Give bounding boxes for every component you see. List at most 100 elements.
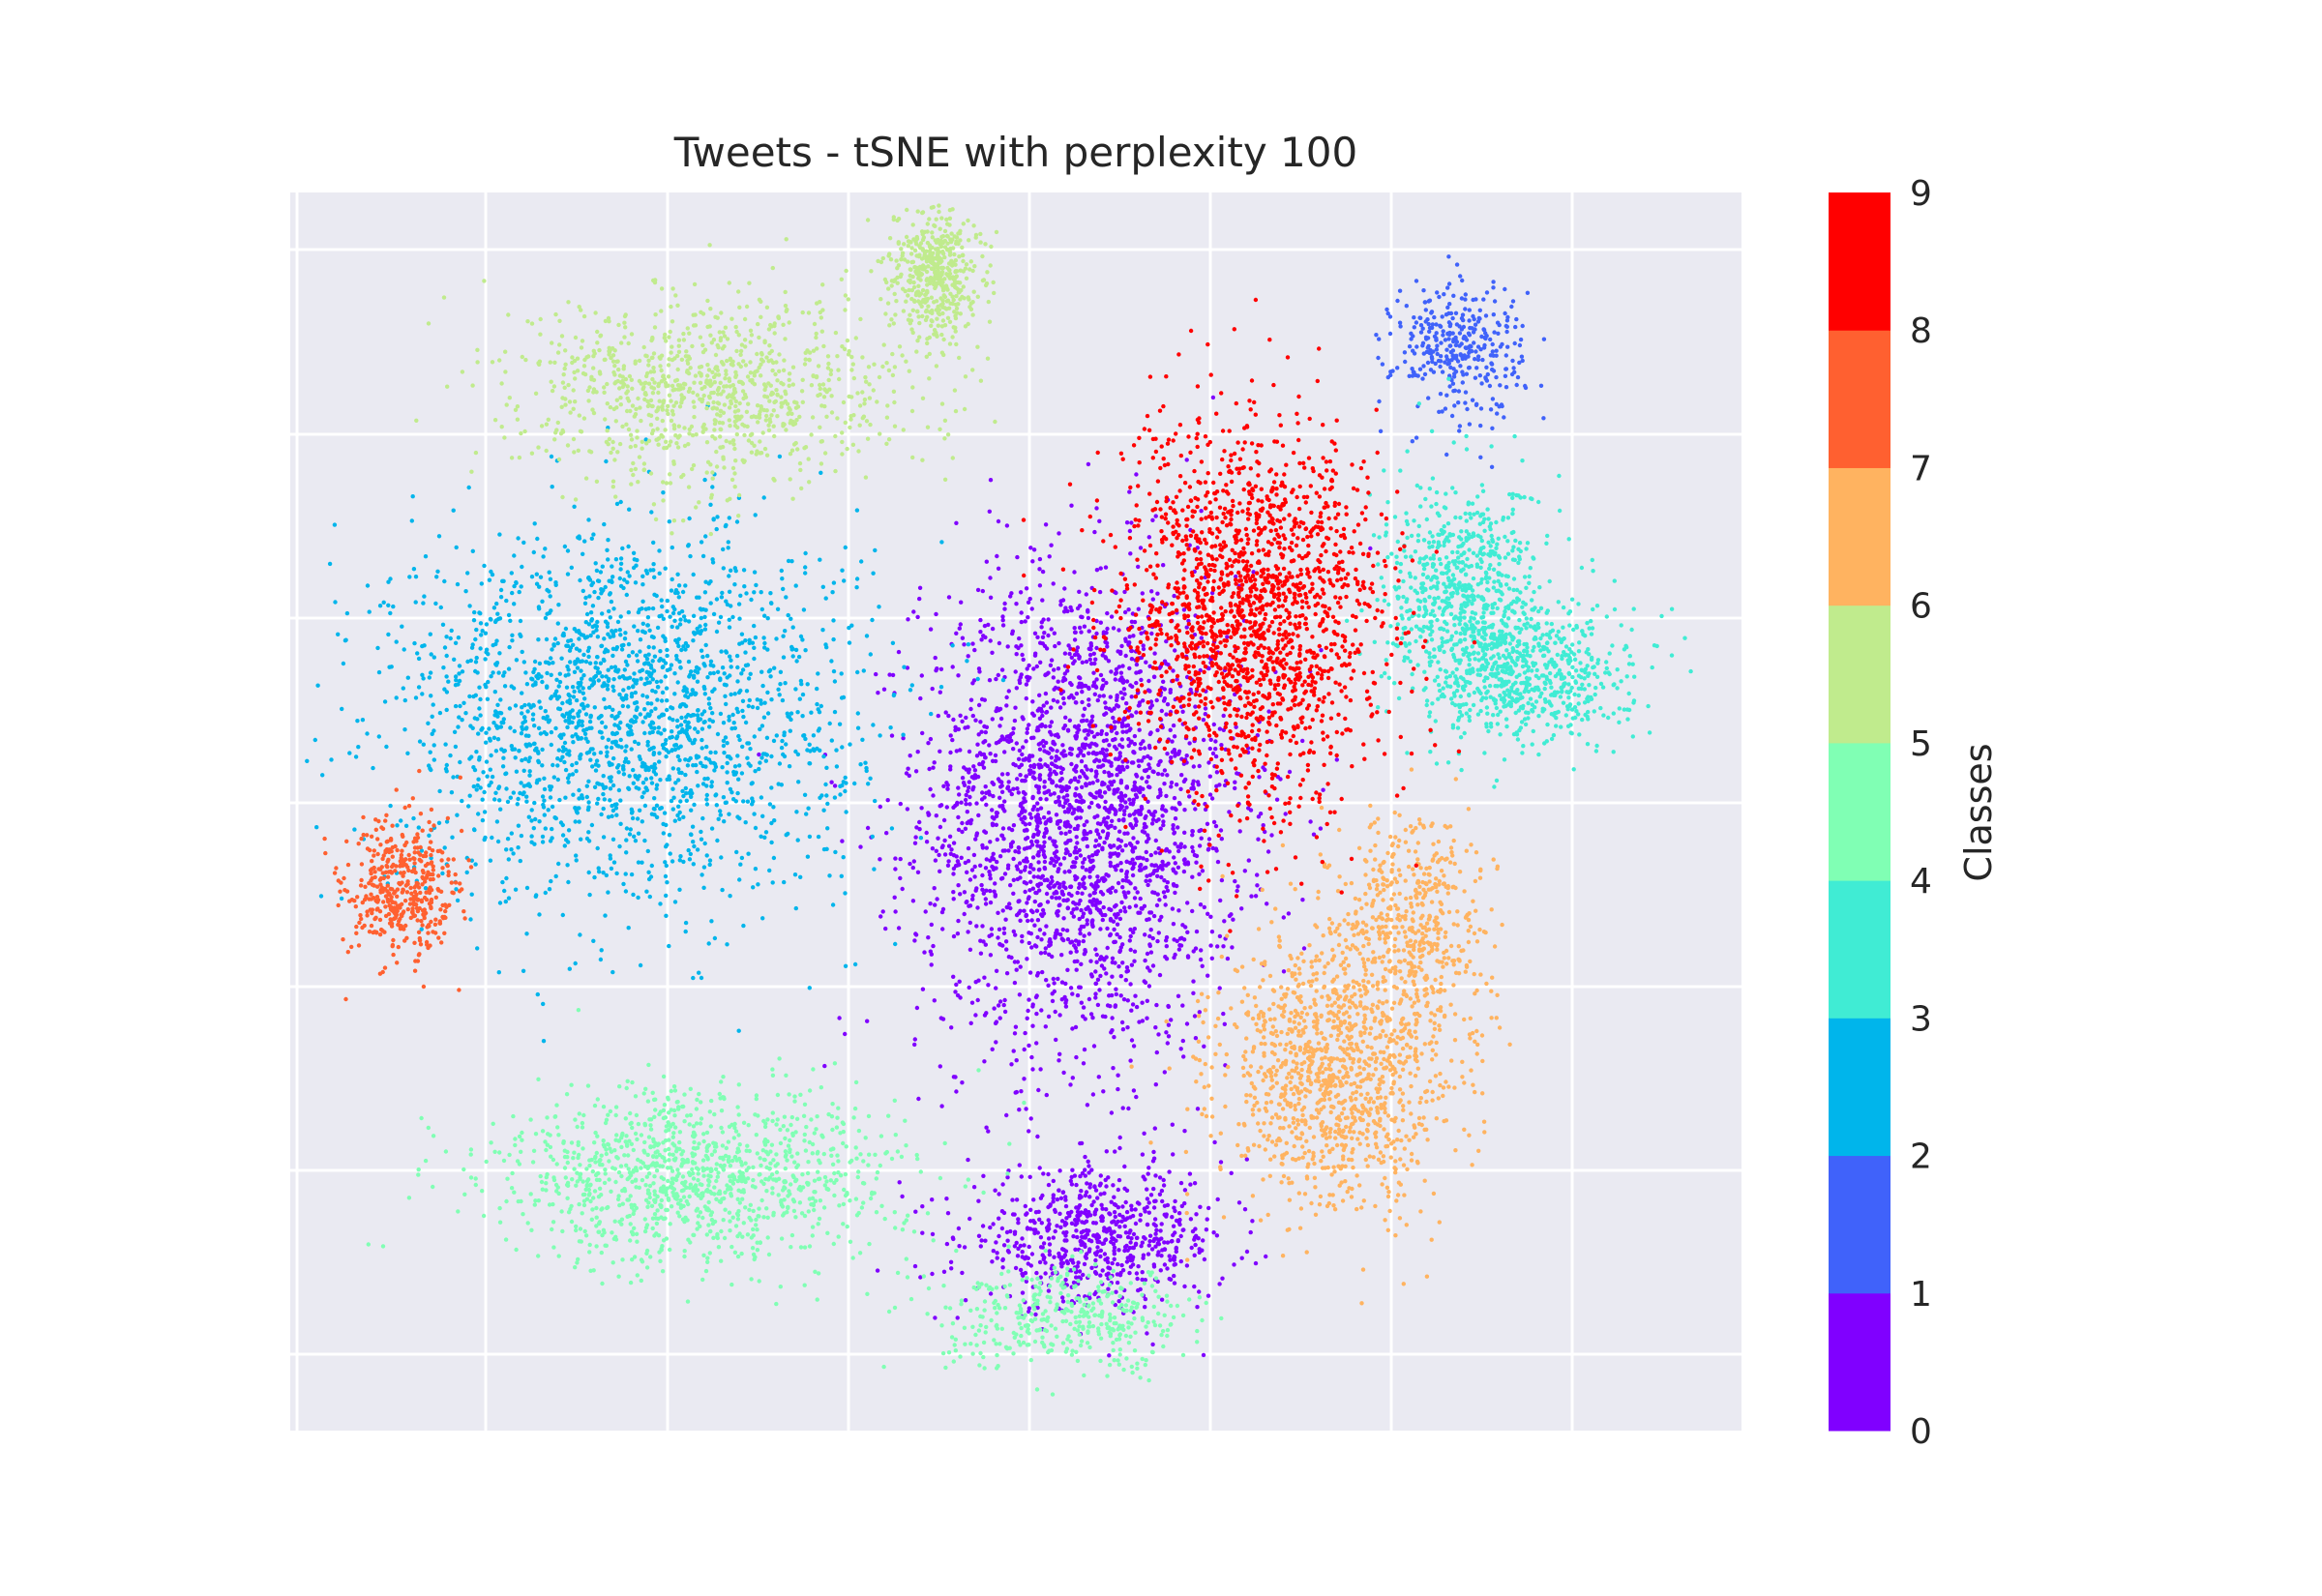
data-point <box>1124 785 1130 790</box>
data-point <box>1108 860 1113 866</box>
data-point <box>1055 890 1059 896</box>
data-point <box>640 582 645 587</box>
data-point <box>1020 1250 1025 1255</box>
data-point <box>1201 1238 1206 1243</box>
data-point <box>703 622 708 628</box>
data-point <box>670 766 675 771</box>
data-point <box>931 943 936 949</box>
data-point <box>482 563 487 569</box>
data-point <box>1141 698 1146 703</box>
data-point <box>1022 880 1027 885</box>
data-point <box>1147 942 1152 947</box>
data-point <box>759 795 764 800</box>
data-point <box>1463 292 1469 297</box>
data-point <box>1209 956 1215 961</box>
data-point <box>1049 627 1054 632</box>
data-point <box>1133 886 1138 891</box>
data-point <box>865 1019 870 1023</box>
data-point <box>1059 889 1065 894</box>
data-point <box>635 659 640 664</box>
data-point <box>990 758 996 763</box>
data-point <box>1129 1203 1134 1208</box>
data-point <box>1036 1209 1041 1215</box>
data-point <box>1004 703 1009 708</box>
data-point <box>991 782 997 786</box>
data-point <box>531 549 536 555</box>
data-point <box>1085 922 1089 927</box>
data-point <box>1133 1242 1139 1248</box>
data-point <box>1492 299 1498 304</box>
data-point <box>893 941 898 947</box>
data-point <box>1024 912 1028 918</box>
data-point <box>1040 641 1046 646</box>
data-point <box>1135 1276 1140 1282</box>
data-point <box>930 1197 935 1202</box>
data-point <box>451 508 456 513</box>
data-point <box>1111 737 1116 743</box>
data-point <box>1221 713 1226 719</box>
data-point <box>487 726 491 731</box>
data-point <box>1128 927 1133 932</box>
data-point <box>1081 1014 1086 1019</box>
data-point <box>540 747 545 753</box>
data-point <box>1027 1244 1031 1250</box>
data-point <box>709 826 715 831</box>
data-point <box>1146 1171 1150 1176</box>
data-point <box>1048 816 1053 821</box>
data-point <box>1235 888 1239 894</box>
data-point <box>607 578 611 583</box>
data-point <box>806 806 811 811</box>
data-point <box>1087 1195 1092 1199</box>
data-point <box>1000 623 1006 628</box>
data-point <box>409 518 414 523</box>
data-point <box>876 691 880 695</box>
data-point <box>637 754 642 759</box>
data-point <box>1078 931 1083 936</box>
data-point <box>1048 792 1054 797</box>
data-point <box>1444 452 1449 458</box>
data-point <box>1092 1212 1097 1217</box>
data-point <box>1058 831 1064 836</box>
data-point <box>1068 838 1073 842</box>
data-point <box>960 829 965 835</box>
data-point <box>1165 1202 1171 1208</box>
data-point <box>695 847 700 852</box>
data-point <box>1037 583 1043 588</box>
data-point <box>500 879 505 885</box>
data-point <box>1059 788 1064 794</box>
data-point <box>974 924 979 929</box>
data-point <box>654 783 660 787</box>
data-point <box>1116 704 1121 709</box>
data-point <box>1048 942 1053 947</box>
data-point <box>606 890 610 895</box>
data-point <box>1118 803 1123 808</box>
data-point <box>1047 554 1052 559</box>
data-point <box>757 752 761 757</box>
data-point <box>1069 910 1075 915</box>
data-point <box>478 646 483 651</box>
data-point <box>978 863 983 868</box>
data-point <box>788 728 792 733</box>
data-point <box>752 570 758 575</box>
data-point <box>728 894 732 899</box>
data-point <box>1102 958 1107 962</box>
data-point <box>1427 325 1433 331</box>
data-point <box>618 614 623 619</box>
data-point <box>607 608 611 614</box>
data-point <box>1077 589 1082 594</box>
data-point <box>1117 934 1122 940</box>
data-point <box>1053 1009 1057 1015</box>
data-point <box>1116 1177 1122 1183</box>
data-point <box>1440 409 1444 414</box>
data-point <box>1217 933 1223 939</box>
data-point <box>437 710 443 716</box>
data-point <box>674 653 679 659</box>
data-point <box>1007 788 1012 793</box>
data-point <box>683 929 688 934</box>
data-point <box>1441 329 1445 334</box>
data-point <box>1096 901 1101 905</box>
data-point <box>557 679 563 685</box>
data-point <box>1514 382 1519 388</box>
data-point <box>1434 336 1439 340</box>
data-point <box>1147 731 1153 737</box>
